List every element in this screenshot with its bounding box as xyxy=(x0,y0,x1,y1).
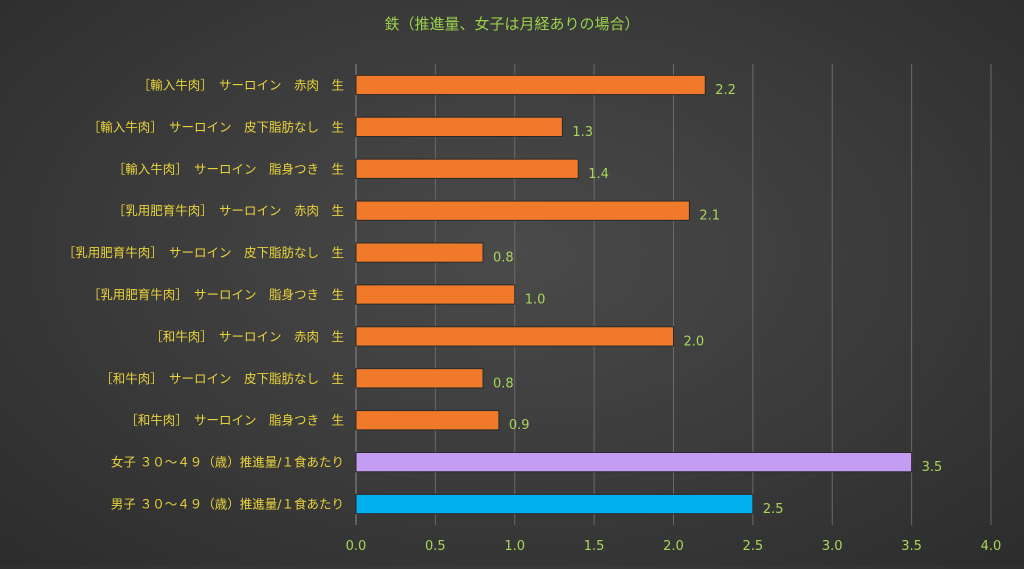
data-label: 1.4 xyxy=(588,167,609,182)
category-label: ［和牛肉］ サーロイン 脂身つき 生 xyxy=(125,413,344,428)
bar xyxy=(355,200,690,221)
bar xyxy=(355,242,484,263)
bars xyxy=(355,74,913,515)
bar xyxy=(355,158,579,179)
value-labels: 2.2 1.3 1.4 2.1 0.8 1.0 2.0 0.8 0.9 3.5 2.5 xyxy=(493,83,942,517)
data-label: 2.0 xyxy=(684,334,705,349)
bar xyxy=(355,284,516,305)
x-tick-label: 2.5 xyxy=(743,539,764,554)
chart-title: 鉄（推進量、女子は月経ありの場合） xyxy=(384,15,639,33)
category-label: ［乳用肥育牛肉］ サーロイン 皮下脂肪なし 生 xyxy=(63,245,344,260)
x-tick-label: 4.0 xyxy=(981,539,1002,554)
data-label: 0.9 xyxy=(509,418,530,433)
bar xyxy=(355,451,913,473)
data-label: 1.0 xyxy=(525,293,546,308)
x-tick-label: 0.0 xyxy=(346,539,367,554)
data-label: 0.8 xyxy=(493,376,514,391)
data-label: 1.3 xyxy=(572,125,593,140)
x-tick-label: 1.0 xyxy=(504,539,525,554)
category-label: ［輸入牛肉］ サーロイン 皮下脂肪なし 生 xyxy=(88,119,344,134)
bar xyxy=(355,74,706,96)
gridlines xyxy=(355,64,992,525)
data-label: 2.1 xyxy=(699,209,720,224)
bar xyxy=(355,368,484,389)
category-labels: ［輸入牛肉］ サーロイン 赤肉 生 ［輸入牛肉］ サーロイン 皮下脂肪なし 生 ［輸… xyxy=(63,77,344,511)
category-label: ［輸入牛肉］ サーロイン 脂身つき 生 xyxy=(113,161,344,176)
category-label: 女子 ３０～４９（歳）推進量/１食あたり xyxy=(111,455,344,470)
category-label: ［乳用肥育牛肉］ サーロイン 脂身つき 生 xyxy=(88,287,344,302)
x-axis-tick-labels: 0.0 0.5 1.0 1.5 2.0 2.5 3.0 3.5 4.0 xyxy=(346,539,1002,554)
x-tick-label: 1.5 xyxy=(584,539,605,554)
category-label: 男子 ３０～４９（歳）推進量/１食あたり xyxy=(111,497,344,512)
category-label: ［輸入牛肉］ サーロイン 赤肉 生 xyxy=(138,77,344,92)
bar xyxy=(355,326,674,347)
data-label: 2.2 xyxy=(715,83,736,98)
x-tick-label: 3.5 xyxy=(901,539,922,554)
x-tick-label: 0.5 xyxy=(425,539,446,554)
category-label: ［和牛肉］ サーロイン 赤肉 生 xyxy=(150,329,344,344)
x-tick-label: 3.0 xyxy=(822,539,843,554)
bar xyxy=(355,116,563,138)
data-label: 3.5 xyxy=(922,460,943,475)
data-label: 0.8 xyxy=(493,251,514,266)
x-tick-label: 2.0 xyxy=(663,539,684,554)
bar xyxy=(355,410,500,431)
category-label: ［乳用肥育牛肉］ サーロイン 赤肉 生 xyxy=(113,203,344,218)
data-label: 2.5 xyxy=(763,502,784,517)
bar xyxy=(355,493,754,515)
category-label: ［和牛肉］ サーロイン 皮下脂肪なし 生 xyxy=(100,371,344,386)
